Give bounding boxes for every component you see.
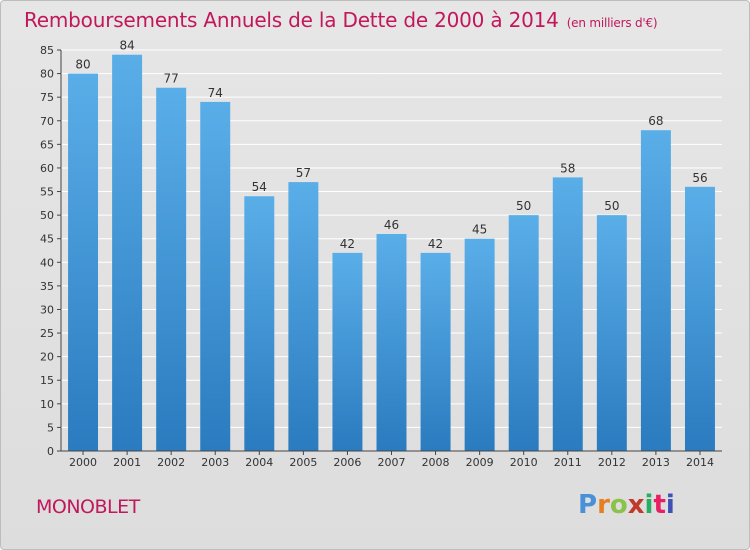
x-tick-label: 2008 [422,456,450,469]
y-tick-label: 35 [40,280,54,293]
x-tick-label: 2004 [245,456,273,469]
bar [596,215,627,451]
x-tick-label: 2007 [378,456,406,469]
y-tick-label: 75 [40,91,54,104]
y-tick-label: 80 [40,68,54,81]
data-label: 42 [428,237,443,251]
data-label: 77 [164,72,179,86]
y-tick-label: 10 [40,398,54,411]
y-tick-label: 60 [40,162,54,175]
x-tick-label: 2002 [157,456,185,469]
y-tick-label: 0 [47,445,54,458]
place-name: MONOBLET [36,496,140,518]
data-label: 50 [516,199,531,213]
data-label: 42 [340,237,355,251]
x-tick-label: 2012 [598,456,626,469]
y-tick-label: 40 [40,256,54,269]
bar [640,130,671,451]
data-label: 58 [560,161,575,175]
bar [464,238,495,451]
bar [156,87,187,451]
x-tick-label: 2009 [466,456,494,469]
bar [288,182,319,451]
bar [112,54,143,451]
y-tick-label: 70 [40,115,54,128]
data-label: 74 [208,86,223,100]
y-tick-label: 55 [40,186,54,199]
data-label: 56 [692,171,707,185]
bar [508,215,539,451]
x-tick-label: 2001 [113,456,141,469]
x-tick-label: 2003 [201,456,229,469]
bar [376,233,407,451]
chart-title: Remboursements Annuels de la Dette de 20… [24,8,658,32]
bar [684,186,715,451]
bar [68,73,99,452]
x-tick-label: 2005 [289,456,317,469]
title-text: Remboursements Annuels de la Dette de 20… [24,8,559,32]
y-tick-label: 5 [47,421,54,434]
x-tick-label: 2000 [69,456,97,469]
bar [552,177,583,451]
data-label: 54 [252,180,267,194]
bars: 80 84 77 74 54 57 42 46 42 45 50 58 50 68 56 [68,39,715,452]
x-tick-label: 2006 [333,456,361,469]
proxiti-logo: Proxiti [578,490,675,520]
y-tick-label: 85 [40,44,54,57]
x-tick-label: 2013 [642,456,670,469]
y-tick-label: 50 [40,209,54,222]
y-tick-label: 15 [40,374,54,387]
y-tick-label: 20 [40,351,54,364]
bar [420,252,451,451]
data-label: 45 [472,223,487,237]
bar [200,101,231,452]
x-tick-label: 2010 [510,456,538,469]
data-label: 84 [119,39,134,53]
bar [332,252,363,451]
y-tick-label: 25 [40,327,54,340]
y-tick-label: 65 [40,138,54,151]
data-label: 50 [604,199,619,213]
x-tick-label: 2014 [686,456,714,469]
y-tick-label: 45 [40,233,54,246]
data-label: 80 [75,58,90,72]
unit-label: (en milliers d'€) [566,16,658,30]
data-label: 57 [296,166,311,180]
y-tick-label: 30 [40,303,54,316]
x-tick-label: 2011 [554,456,582,469]
data-label: 46 [384,218,399,232]
axes: 0 5 10 15 20 25 30 35 40 45 50 55 60 65 70 75 80 85 2000 20… [40,44,722,469]
bar [244,196,275,451]
data-label: 68 [648,114,663,128]
